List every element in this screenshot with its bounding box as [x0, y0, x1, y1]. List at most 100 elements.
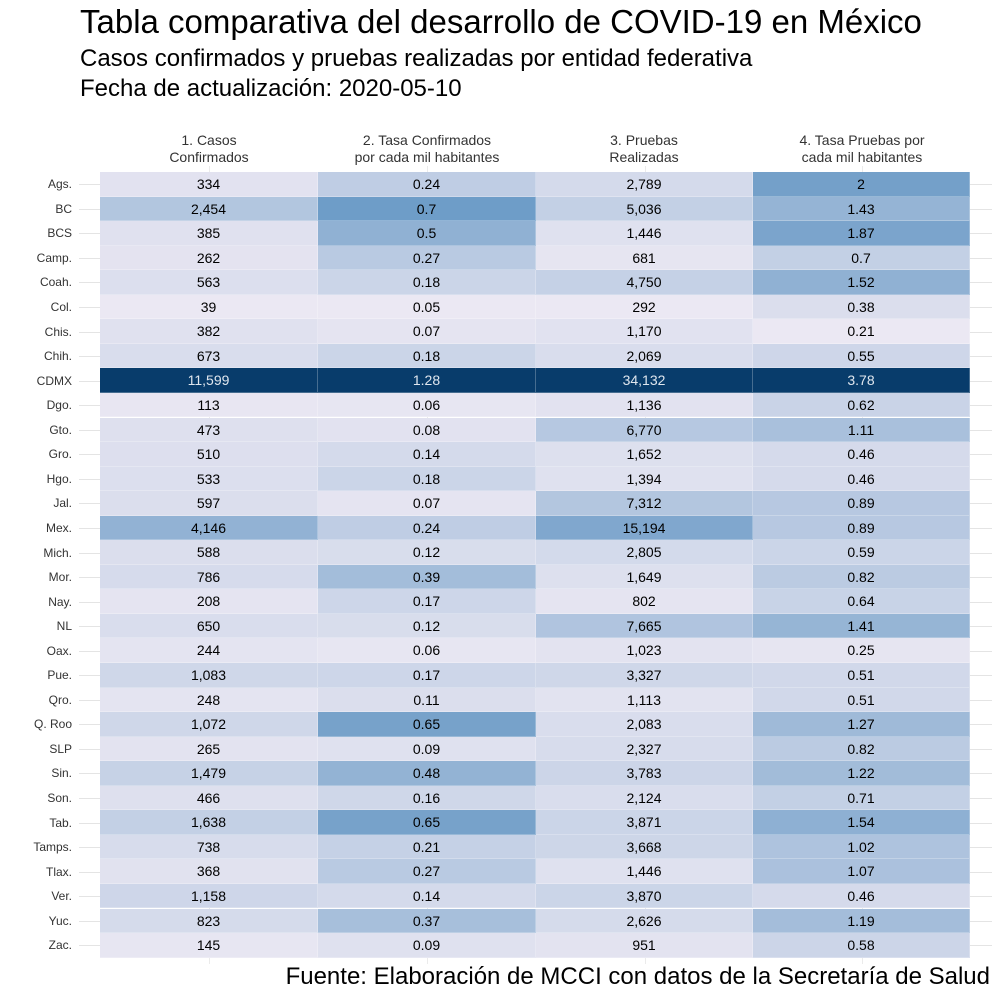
row-label: Sin.: [51, 766, 72, 781]
cell-value: 1,072: [190, 716, 227, 733]
cell-value: 0.14: [412, 887, 441, 904]
cell-value: 248: [196, 691, 221, 708]
heatmap-cell: 15,194: [536, 515, 753, 541]
heatmap-cell: 802: [536, 589, 753, 614]
heatmap-cell: 1.07: [753, 859, 970, 884]
cell-value: 0.06: [412, 396, 441, 413]
heatmap-cell: 7,312: [536, 491, 753, 516]
row-label: Pue.: [47, 668, 72, 683]
cell-value: 15,194: [622, 519, 666, 536]
row-tick-right: [970, 282, 992, 284]
heatmap-cell: 0.48: [318, 761, 536, 786]
row-tick-left: [79, 699, 100, 701]
row-tick-left: [79, 577, 100, 579]
heatmap-cell: 0.14: [318, 442, 536, 467]
heatmap-cell: 588: [100, 540, 318, 565]
row-label: Son.: [47, 791, 72, 806]
cell-value: 244: [196, 642, 221, 659]
row-tick-left: [79, 798, 100, 800]
cell-value: 0.62: [847, 396, 875, 413]
row-tick-right: [970, 257, 992, 259]
cell-value: 1.87: [847, 225, 875, 242]
heatmap-cell: 265: [100, 736, 318, 762]
heatmap-cell: 0.38: [753, 294, 970, 320]
heatmap-cell: 2,805: [536, 540, 753, 565]
row-label: Jal.: [53, 496, 72, 511]
cell-value: 1,446: [626, 225, 662, 242]
row-tick-right: [970, 184, 992, 186]
heatmap-cell: 0.17: [318, 663, 536, 688]
heatmap-cell: 1.22: [753, 761, 970, 786]
row-tick-left: [79, 405, 100, 407]
row-tick-right: [970, 208, 992, 210]
row-tick-left: [79, 724, 100, 726]
heatmap-cell: 3.78: [753, 368, 970, 393]
heatmap-cell: 0.17: [318, 589, 536, 614]
row-label: Chis.: [44, 324, 72, 339]
cell-value: 1,394: [626, 470, 662, 487]
cell-value: 11,599: [187, 372, 230, 389]
cell-value: 823: [196, 912, 221, 929]
heatmap-cell: 208: [100, 589, 318, 614]
column-header-line1: 3. Pruebas: [610, 132, 678, 148]
heatmap-cell: 0.51: [753, 687, 970, 713]
heatmap-cell: 145: [100, 933, 318, 958]
row-tick-right: [970, 429, 992, 431]
row-label: Mex.: [45, 520, 72, 535]
cell-value: 0.12: [412, 544, 441, 561]
heatmap-cell: 597: [100, 491, 318, 516]
cell-value: 0.07: [412, 323, 441, 340]
cell-value: 1.19: [847, 912, 875, 929]
cell-value: 0.27: [412, 863, 441, 880]
heatmap-cell: 0.62: [753, 392, 970, 418]
row-tick-left: [79, 822, 100, 824]
row-tick-left: [79, 307, 100, 309]
cell-value: 1,446: [626, 863, 662, 880]
row-tick-left: [79, 233, 100, 235]
cell-value: 292: [632, 298, 656, 315]
heatmap-cell: 0.58: [753, 933, 970, 958]
row-tick-right: [970, 454, 992, 456]
chart-subtitle: Casos confirmados y pruebas realizadas p…: [80, 45, 753, 72]
row-tick-left: [79, 454, 100, 456]
cell-value: 1.41: [847, 617, 875, 634]
cell-value: 1,136: [626, 396, 662, 413]
cell-value: 0.17: [412, 593, 441, 610]
cell-value: 0.65: [412, 716, 441, 733]
cell-value: 0.48: [412, 765, 441, 782]
heatmap-cell: 0.12: [318, 540, 536, 565]
row-tick-left: [79, 675, 100, 677]
cell-value: 0.46: [847, 887, 875, 904]
cell-value: 0.18: [412, 470, 441, 487]
heatmap-cell: 0.46: [753, 883, 970, 909]
cell-value: 3,871: [626, 814, 662, 831]
row-tick-right: [970, 503, 992, 505]
cell-value: 0.05: [412, 298, 441, 315]
cell-value: 0.46: [847, 446, 875, 463]
cell-value: 2,124: [626, 789, 662, 806]
heatmap-cell: 0.59: [753, 540, 970, 565]
row-tick-left: [79, 847, 100, 849]
row-label: CDMX: [36, 373, 72, 388]
heatmap-cell: 681: [536, 245, 753, 271]
heatmap-cell: 1,479: [100, 761, 318, 786]
heatmap-cell: 1.11: [753, 417, 970, 443]
row-tick-left: [79, 331, 100, 333]
cell-value: 2,789: [626, 176, 662, 192]
cell-value: 802: [632, 593, 656, 610]
row-tick-left: [79, 626, 100, 628]
row-label: Nay.: [48, 594, 72, 609]
row-tick-right: [970, 871, 992, 873]
heatmap-cell: 2: [753, 172, 970, 197]
cell-value: 1.22: [847, 765, 875, 782]
heatmap-cell: 3,871: [536, 810, 753, 835]
heatmap-cell: 0.18: [318, 270, 536, 295]
heatmap-cell: 0.46: [753, 466, 970, 492]
column-header-tasa-pruebas: 4. Tasa Pruebas por cada mil habitantes: [753, 132, 971, 166]
heatmap-cell: 0.21: [753, 319, 970, 344]
cell-value: 3,783: [626, 765, 662, 782]
row-tick-left: [79, 527, 100, 529]
heatmap-cell: 951: [536, 933, 753, 958]
row-tick-right: [970, 527, 992, 529]
heatmap-cell: 563: [100, 270, 318, 295]
